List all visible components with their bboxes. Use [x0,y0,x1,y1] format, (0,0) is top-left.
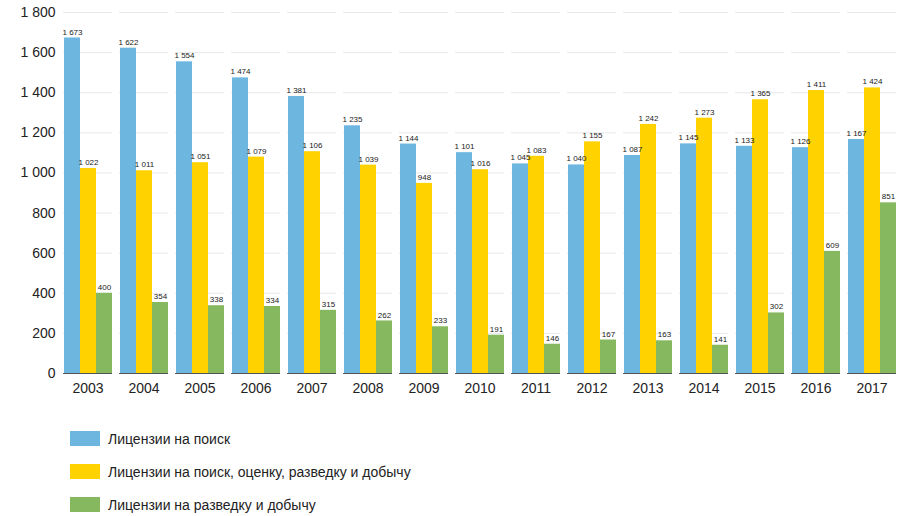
svg-text:2016: 2016 [800,380,831,396]
svg-text:1 083: 1 083 [526,146,547,155]
svg-text:400: 400 [98,283,112,292]
svg-text:2006: 2006 [240,380,271,396]
html-text:Лицензии на поиск, оценку, раз: Лицензии на поиск, оценку, разведку и до… [108,463,411,480]
svg-text:2005: 2005 [184,380,215,396]
html-text:Лицензии на разведку и добычу: Лицензии на разведку и добычу [108,496,316,513]
svg-text:1 133: 1 133 [734,136,755,145]
svg-text:1 040: 1 040 [566,154,587,163]
svg-text:1 051: 1 051 [190,152,211,161]
svg-text:141: 141 [714,335,728,344]
svg-text:1 622: 1 622 [118,38,139,47]
svg-text:1 381: 1 381 [286,86,307,95]
svg-text:2009: 2009 [408,380,439,396]
svg-text:315: 315 [322,300,336,309]
svg-text:2017: 2017 [856,380,887,396]
svg-text:2007: 2007 [296,380,327,396]
svg-text:1 016: 1 016 [470,159,491,168]
svg-text:2004: 2004 [128,380,159,396]
svg-text:1 087: 1 087 [622,145,643,154]
svg-text:334: 334 [266,296,280,305]
svg-text:1 235: 1 235 [342,115,363,124]
svg-text:262: 262 [378,311,392,320]
svg-text:1 200: 1 200 [20,124,55,140]
svg-text:1 126: 1 126 [790,137,811,146]
svg-text:948: 948 [418,173,432,182]
svg-text:2014: 2014 [688,380,719,396]
svg-text:600: 600 [32,245,56,261]
svg-text:2015: 2015 [744,380,775,396]
svg-text:2003: 2003 [72,380,103,396]
svg-text:146: 146 [546,334,560,343]
svg-text:2008: 2008 [352,380,383,396]
svg-text:1 106: 1 106 [302,141,323,150]
svg-text:1 600: 1 600 [20,44,55,60]
svg-text:1 011: 1 011 [135,160,155,169]
svg-text:851: 851 [882,192,896,201]
svg-text:200: 200 [32,325,56,341]
svg-text:1 155: 1 155 [582,131,603,140]
svg-text:400: 400 [32,285,56,301]
svg-text:167: 167 [602,330,616,339]
svg-text:1 673: 1 673 [62,28,83,37]
svg-text:1 800: 1 800 [20,4,55,20]
svg-text:1 167: 1 167 [846,129,867,138]
svg-text:1 411: 1 411 [807,80,827,89]
svg-text:1 079: 1 079 [246,147,267,156]
html-text:Лицензии на поиск: Лицензии на поиск [108,430,231,447]
svg-text:1 000: 1 000 [20,164,55,180]
svg-text:302: 302 [770,302,784,311]
svg-text:2012: 2012 [576,380,607,396]
svg-text:1 101: 1 101 [454,142,475,151]
svg-text:609: 609 [826,241,840,250]
svg-text:1 273: 1 273 [694,108,715,117]
svg-text:1 045: 1 045 [510,153,531,163]
svg-text:2013: 2013 [632,380,663,396]
svg-text:163: 163 [658,330,672,339]
svg-text:1 474: 1 474 [230,67,251,76]
svg-text:233: 233 [434,316,448,325]
svg-text:1 400: 1 400 [20,84,55,100]
svg-text:0: 0 [48,365,56,381]
svg-text:2010: 2010 [464,380,495,396]
svg-text:2011: 2011 [521,380,551,396]
svg-text:1 039: 1 039 [358,155,379,164]
svg-text:1 365: 1 365 [750,89,771,98]
svg-text:1 242: 1 242 [638,114,659,123]
svg-text:1 022: 1 022 [78,158,99,167]
svg-text:1 144: 1 144 [398,134,419,143]
svg-text:338: 338 [210,295,224,304]
svg-text:1 145: 1 145 [678,133,699,142]
svg-text:354: 354 [154,292,168,301]
svg-text:191: 191 [490,325,504,334]
svg-text:1 554: 1 554 [174,51,195,60]
svg-text:800: 800 [32,205,56,221]
svg-text:1 424: 1 424 [862,77,883,86]
